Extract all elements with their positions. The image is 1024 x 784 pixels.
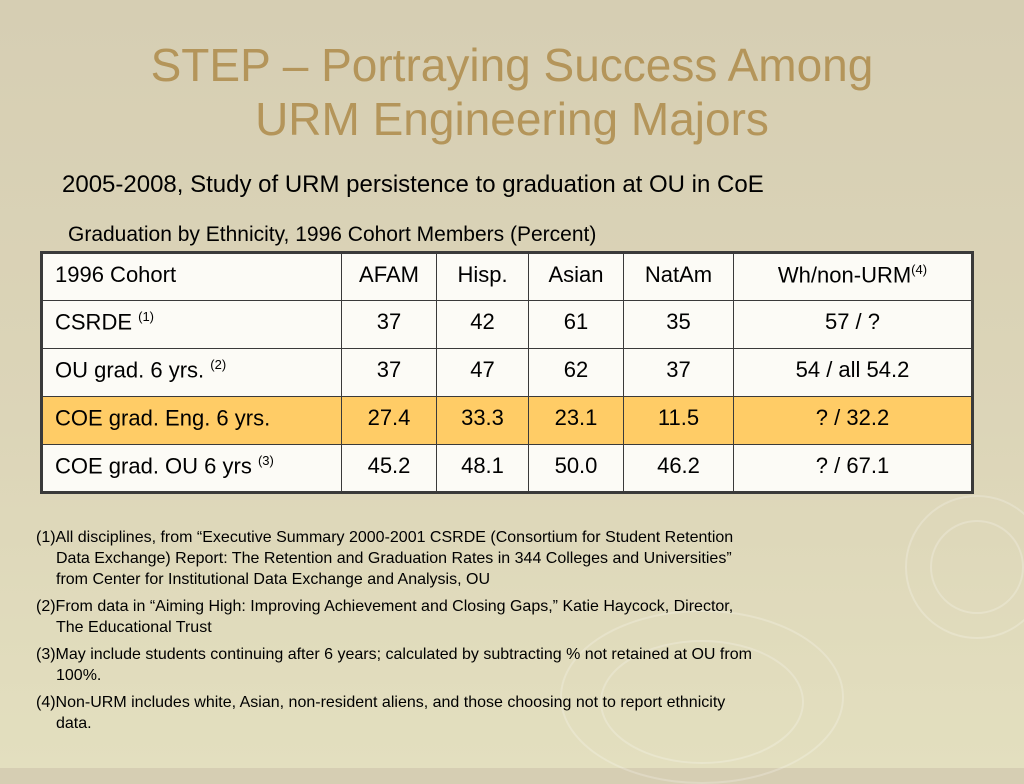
cell-hisp: 42 <box>436 300 529 349</box>
footnote-2: (2)From data in “Aiming High: Improving … <box>36 596 936 638</box>
graduation-table: 1996 Cohort AFAM Hisp. Asian NatAm Wh/no… <box>40 251 974 494</box>
cell-asian: 23.1 <box>528 396 624 445</box>
footnote-line: The Educational Trust <box>56 619 212 636</box>
footnote-line: (4)Non-URM includes white, Asian, non-re… <box>36 694 726 711</box>
cell-afam: 37 <box>341 348 437 397</box>
row-label-text: OU grad. 6 yrs. <box>55 357 211 383</box>
row-label: COE grad. OU 6 yrs (3) <box>41 444 342 493</box>
slide-title-line-2: URM Engineering Majors <box>255 93 769 145</box>
cell-non-urm: ? / 67.1 <box>733 444 973 493</box>
slide-title-line-1: STEP – Portraying Success Among <box>150 39 874 91</box>
table-row: CSRDE (1) 37 42 61 35 57 / ? <box>41 300 973 349</box>
header-non-urm: Wh/non-URM(4) <box>733 252 973 301</box>
footnote-line: (3)May include students continuing after… <box>36 646 752 663</box>
header-afam: AFAM <box>341 252 437 301</box>
row-footnote: (3) <box>257 453 274 468</box>
cell-non-urm: 54 / all 54.2 <box>733 348 973 397</box>
table-row: OU grad. 6 yrs. (2) 37 47 62 37 54 / all… <box>41 348 973 397</box>
cell-natam: 46.2 <box>623 444 734 493</box>
row-label: OU grad. 6 yrs. (2) <box>41 348 342 397</box>
footnote-4: (4)Non-URM includes white, Asian, non-re… <box>36 692 936 734</box>
row-label-text: COE grad. Eng. 6 yrs. <box>55 405 271 431</box>
footnotes: (1)All disciplines, from “Executive Summ… <box>36 527 936 740</box>
row-label: CSRDE (1) <box>41 300 342 349</box>
row-footnote: (1) <box>138 309 155 324</box>
table-row-highlighted: COE grad. Eng. 6 yrs. 27.4 33.3 23.1 11.… <box>41 396 973 445</box>
header-hisp: Hisp. <box>436 252 529 301</box>
footnote-1: (1)All disciplines, from “Executive Summ… <box>36 527 936 590</box>
cell-afam: 37 <box>341 300 437 349</box>
row-label-text: CSRDE <box>55 309 139 335</box>
footnote-line: data. <box>56 715 92 732</box>
table-row: COE grad. OU 6 yrs (3) 45.2 48.1 50.0 46… <box>41 444 973 493</box>
footnote-line: (1)All disciplines, from “Executive Summ… <box>36 529 734 546</box>
row-footnote: (2) <box>210 357 227 372</box>
header-asian: Asian <box>528 252 624 301</box>
cell-non-urm: 57 / ? <box>733 300 973 349</box>
footnote-line: Data Exchange) Report: The Retention and… <box>56 550 732 567</box>
footnote-line: 100%. <box>56 667 102 684</box>
slide-subtitle: 2005-2008, Study of URM persistence to g… <box>62 171 764 198</box>
footnote-line: from Center for Institutional Data Excha… <box>56 571 490 588</box>
cell-afam: 27.4 <box>341 396 437 445</box>
cell-afam: 45.2 <box>341 444 437 493</box>
background-swirl-2 <box>905 495 1024 639</box>
cell-hisp: 33.3 <box>436 396 529 445</box>
header-cohort: 1996 Cohort <box>41 252 342 301</box>
slide-title: STEP – Portraying Success Among URM Engi… <box>0 38 1024 146</box>
cell-asian: 61 <box>528 300 624 349</box>
footnote-3: (3)May include students continuing after… <box>36 644 936 686</box>
cell-asian: 62 <box>528 348 624 397</box>
row-label-text: COE grad. OU 6 yrs <box>55 453 258 479</box>
header-non-urm-footnote: (4) <box>911 262 928 277</box>
cell-hisp: 48.1 <box>436 444 529 493</box>
table-header-row: 1996 Cohort AFAM Hisp. Asian NatAm Wh/no… <box>41 252 973 301</box>
header-non-urm-label: Wh/non-URM <box>777 262 912 288</box>
header-natam: NatAm <box>623 252 734 301</box>
cell-non-urm: ? / 32.2 <box>733 396 973 445</box>
cell-natam: 11.5 <box>623 396 734 445</box>
row-label: COE grad. Eng. 6 yrs. <box>41 396 342 445</box>
cell-hisp: 47 <box>436 348 529 397</box>
cell-natam: 37 <box>623 348 734 397</box>
footnote-line: (2)From data in “Aiming High: Improving … <box>36 598 734 615</box>
table-caption: Graduation by Ethnicity, 1996 Cohort Mem… <box>68 223 597 246</box>
cell-natam: 35 <box>623 300 734 349</box>
cell-asian: 50.0 <box>528 444 624 493</box>
